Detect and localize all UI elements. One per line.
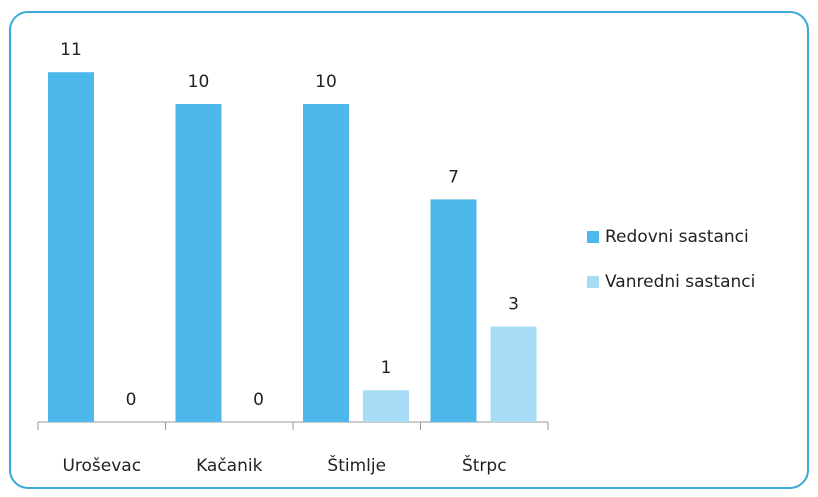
data-label: 3 <box>508 295 519 315</box>
x-tick-label: Štrpc <box>462 454 507 476</box>
bar <box>303 104 349 422</box>
bar <box>175 104 222 422</box>
data-label: 0 <box>126 390 137 410</box>
bar <box>363 390 409 422</box>
legend-label: Vanredni sastanci <box>605 272 755 292</box>
data-label: 7 <box>448 167 459 187</box>
x-tick-label: Kačanik <box>196 456 263 476</box>
x-tick-label: Uroševac <box>62 456 141 476</box>
data-label: 1 <box>381 358 392 378</box>
legend-label: Redovni sastanci <box>605 227 749 247</box>
legend-swatch <box>587 231 599 243</box>
bar <box>430 199 477 422</box>
legend-swatch <box>587 276 599 288</box>
bar <box>48 72 94 422</box>
data-label: 10 <box>188 72 210 92</box>
data-label: 10 <box>315 72 337 92</box>
data-label: 11 <box>60 40 82 60</box>
bar <box>490 326 537 422</box>
data-label: 0 <box>253 390 264 410</box>
x-tick-label: Štimlje <box>327 454 386 476</box>
